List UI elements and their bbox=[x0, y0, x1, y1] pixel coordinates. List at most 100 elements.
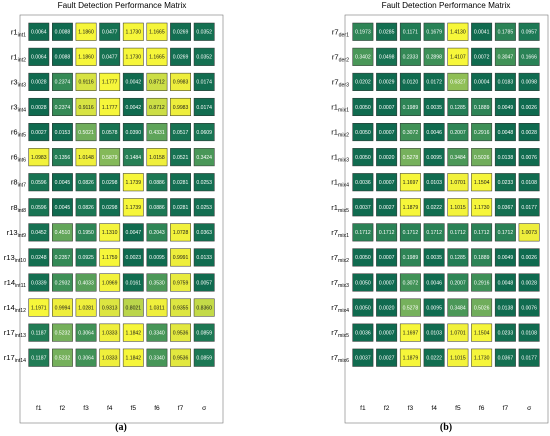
heatmap-cell-value: 0.0498 bbox=[379, 55, 395, 61]
heatmap-cell bbox=[75, 47, 97, 66]
heatmap-cell bbox=[193, 198, 215, 217]
heatmap-cell bbox=[376, 198, 398, 217]
heatmap-cell bbox=[447, 173, 469, 192]
heatmap-cell bbox=[146, 323, 168, 342]
heatmap-cell bbox=[122, 248, 144, 267]
heatmap-cell bbox=[518, 223, 540, 242]
heatmap-cell-value: 0.6327 bbox=[450, 80, 466, 86]
heatmap-cell bbox=[75, 22, 97, 41]
heatmap-cell-value: 1.1730 bbox=[474, 205, 490, 211]
heatmap-cell bbox=[75, 223, 97, 242]
heatmap-cell-value: 0.1989 bbox=[403, 105, 419, 111]
heatmap-cell bbox=[146, 97, 168, 117]
heatmap-cell bbox=[518, 47, 540, 66]
heatmap-cell-value: 0.0049 bbox=[498, 105, 514, 111]
column-label: f5 bbox=[455, 405, 461, 412]
heatmap-cell-value: 0.0028 bbox=[31, 80, 47, 86]
heatmap-cell-value: 0.0452 bbox=[31, 230, 47, 236]
heatmap-cell-value: 0.0596 bbox=[31, 180, 47, 186]
heatmap-cell bbox=[28, 323, 50, 342]
panel-a-title: Fault Detection Performance Matrix bbox=[58, 1, 187, 10]
heatmap-cell bbox=[447, 323, 469, 342]
heatmap-cell-value: 0.0352 bbox=[196, 55, 212, 61]
heatmap-cell bbox=[99, 348, 121, 367]
heatmap-cell bbox=[170, 273, 191, 292]
heatmap-cell-value: 0.0057 bbox=[196, 280, 212, 286]
heatmap-cell bbox=[193, 47, 215, 66]
heatmap-cell bbox=[423, 148, 445, 167]
heatmap-cell bbox=[28, 198, 50, 217]
heatmap-cell bbox=[494, 248, 516, 267]
heatmap-cell-value: 0.0886 bbox=[149, 205, 165, 211]
heatmap-cell bbox=[518, 348, 540, 367]
heatmap-cell bbox=[423, 47, 445, 66]
heatmap-cell bbox=[423, 72, 445, 91]
heatmap-cell-value: 0.0352 bbox=[196, 30, 212, 36]
heatmap-cell bbox=[28, 273, 50, 292]
heatmap-cell bbox=[52, 148, 73, 167]
heatmap-cell bbox=[28, 47, 50, 66]
heatmap-cell-value: 0.0028 bbox=[521, 130, 537, 136]
heatmap-cell bbox=[122, 323, 144, 342]
heatmap-cell bbox=[471, 47, 493, 66]
heatmap-cell bbox=[423, 123, 445, 142]
heatmap-cell bbox=[352, 248, 374, 267]
heatmap-cell bbox=[471, 348, 493, 367]
heatmap-cell bbox=[193, 323, 215, 342]
heatmap-cell-value: 0.0029 bbox=[379, 80, 395, 86]
heatmap-cell bbox=[170, 47, 191, 66]
heatmap-cell bbox=[170, 248, 191, 267]
heatmap-cell bbox=[376, 273, 398, 292]
column-label: f1 bbox=[360, 405, 366, 412]
heatmap-cell bbox=[99, 298, 121, 317]
heatmap-cell-value: 0.4033 bbox=[78, 280, 94, 286]
heatmap-cell-value: 1.0983 bbox=[31, 155, 47, 161]
heatmap-cell-value: 0.0050 bbox=[355, 255, 371, 261]
row-label: r6int6 bbox=[11, 153, 26, 164]
heatmap-cell-value: 0.3424 bbox=[196, 155, 212, 161]
heatmap-cell bbox=[75, 173, 97, 192]
heatmap-cell bbox=[352, 198, 374, 217]
heatmap-cell bbox=[75, 248, 97, 267]
heatmap-cell bbox=[52, 198, 73, 217]
heatmap-cell-value: 0.0138 bbox=[498, 155, 514, 161]
heatmap-cell bbox=[376, 323, 398, 342]
row-label: r1mix4 bbox=[331, 178, 349, 189]
heatmap-cell-value: 0.0222 bbox=[426, 205, 442, 211]
heatmap-cell-value: 0.0027 bbox=[379, 205, 395, 211]
heatmap-cell-value: 1.0158 bbox=[149, 155, 165, 161]
heatmap-cell-value: 0.0007 bbox=[379, 180, 395, 186]
heatmap-cell bbox=[471, 273, 493, 292]
heatmap-cell-value: 0.4510 bbox=[55, 230, 71, 236]
heatmap-cell-value: 0.0108 bbox=[521, 180, 537, 186]
heatmap-cell-value: 0.0027 bbox=[31, 130, 47, 136]
heatmap-cell bbox=[99, 72, 121, 91]
heatmap-cell bbox=[399, 123, 421, 142]
row-label: r8int7 bbox=[11, 178, 26, 189]
heatmap-cell bbox=[447, 198, 469, 217]
row-label: r1int2 bbox=[11, 52, 26, 63]
heatmap-cell bbox=[399, 198, 421, 217]
heatmap-cell bbox=[352, 47, 374, 66]
heatmap-cell bbox=[28, 223, 50, 242]
column-label: f1 bbox=[36, 405, 42, 412]
heatmap-cell-value: 0.9983 bbox=[173, 105, 189, 111]
heatmap-cell-value: 0.0007 bbox=[379, 330, 395, 336]
heatmap-cell-value: 0.1950 bbox=[78, 230, 94, 236]
column-label: f7 bbox=[178, 405, 184, 412]
heatmap-cell bbox=[494, 348, 516, 367]
heatmap-cell bbox=[471, 97, 493, 117]
heatmap-cell bbox=[146, 22, 168, 41]
row-label: r7mix2 bbox=[331, 253, 349, 264]
heatmap-cell-value: 0.0050 bbox=[355, 105, 371, 111]
heatmap-cell bbox=[494, 173, 516, 192]
heatmap-cell bbox=[352, 348, 374, 367]
heatmap-cell-value: 0.2374 bbox=[55, 80, 71, 86]
heatmap-cell bbox=[52, 47, 73, 66]
heatmap-cell bbox=[494, 323, 516, 342]
heatmap-cell-value: 1.4130 bbox=[450, 30, 466, 36]
heatmap-cell bbox=[352, 323, 374, 342]
heatmap-cell bbox=[170, 298, 191, 317]
heatmap-cell bbox=[170, 97, 191, 117]
heatmap-cell-value: 0.4331 bbox=[149, 130, 165, 136]
